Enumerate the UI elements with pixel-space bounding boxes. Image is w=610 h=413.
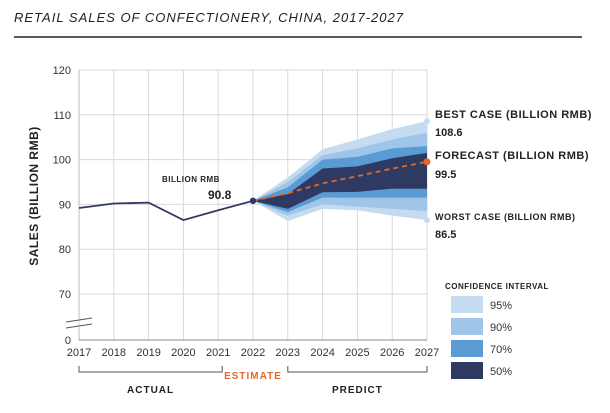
legend-label-95: 95% bbox=[490, 300, 512, 312]
x-tick-labels: 2017 2018 2019 2020 2021 2022 2023 2024 2025 2026… bbox=[67, 347, 439, 359]
legend-label-50: 50% bbox=[490, 366, 512, 378]
series-lines bbox=[78, 118, 431, 224]
period-label-actual: ACTUAL bbox=[127, 385, 174, 396]
x-tick-label: 2019 bbox=[136, 347, 160, 359]
legend-swatch-90 bbox=[451, 318, 483, 335]
x-tick-label: 2020 bbox=[171, 347, 195, 359]
y-tick-label: 90 bbox=[59, 199, 71, 211]
y-tick-label: 100 bbox=[53, 155, 71, 167]
x-tick-label: 2023 bbox=[276, 347, 300, 359]
x-tick-label: 2018 bbox=[102, 347, 126, 359]
annotation-value-2022: 90.8 bbox=[208, 188, 232, 202]
bracket-actual bbox=[78, 366, 223, 373]
y-tick-label: 70 bbox=[59, 289, 71, 301]
series-line-actual bbox=[78, 199, 254, 222]
grid bbox=[78, 69, 428, 341]
confidence-bands bbox=[253, 121, 427, 221]
x-tick-label: 2022 bbox=[241, 347, 265, 359]
annotation-value-forecast: 99.5 bbox=[435, 169, 456, 181]
point-best-case-2027 bbox=[424, 118, 430, 125]
period-label-predict: PREDICT bbox=[332, 385, 383, 396]
annotation-value-worst-case: 86.5 bbox=[435, 229, 456, 241]
legend-label-70: 70% bbox=[490, 344, 512, 356]
y-axis-label: SALES (BILLION RMB) bbox=[27, 126, 41, 266]
annotation-label-2022: BILLION RMB bbox=[162, 175, 220, 184]
chart-title: RETAIL SALES OF CONFECTIONERY, CHINA, 20… bbox=[14, 10, 404, 25]
x-tick-label: 2025 bbox=[345, 347, 369, 359]
period-brackets: ACTUAL ESTIMATE PREDICT bbox=[78, 366, 428, 396]
axis-break-mark bbox=[65, 317, 93, 329]
bracket-predict bbox=[287, 366, 428, 373]
y-tick-label: 120 bbox=[53, 65, 71, 77]
confidence-band-50 bbox=[253, 152, 427, 209]
legend-swatch-95 bbox=[451, 296, 483, 313]
annotation-label-worst-case: WORST CASE (BILLION RMB) bbox=[435, 212, 576, 222]
annotation-value-best-case: 108.6 bbox=[435, 127, 463, 139]
y-tick-label: 0 bbox=[65, 335, 71, 347]
annotation-label-forecast: FORECAST (BILLION RMB) bbox=[435, 150, 589, 162]
point-forecast-2027 bbox=[423, 158, 431, 166]
x-tick-label: 2026 bbox=[380, 347, 404, 359]
point-2022 bbox=[249, 197, 257, 205]
y-tick-labels: 0 70 80 90 100 110 120 bbox=[53, 65, 71, 347]
legend-swatch-50 bbox=[451, 362, 483, 379]
y-tick-label: 110 bbox=[53, 110, 71, 122]
legend-swatch-70 bbox=[451, 340, 483, 357]
y-tick-label: 80 bbox=[59, 244, 71, 256]
annotation-label-best-case: BEST CASE (BILLION RMB) bbox=[435, 109, 592, 121]
y-axis-break bbox=[65, 317, 93, 329]
series-line-forecast bbox=[252, 160, 428, 202]
period-label-estimate: ESTIMATE bbox=[224, 371, 282, 382]
legend-label-90: 90% bbox=[490, 322, 512, 334]
x-tick-label: 2021 bbox=[206, 347, 230, 359]
x-tick-label: 2017 bbox=[67, 347, 91, 359]
legend: CONFIDENCE INTERVAL 95% 90% 70% 50% bbox=[445, 282, 549, 379]
x-tick-label: 2024 bbox=[310, 347, 334, 359]
x-tick-label: 2027 bbox=[415, 347, 439, 359]
legend-title: CONFIDENCE INTERVAL bbox=[445, 282, 549, 291]
point-worst-case-2027 bbox=[424, 217, 430, 224]
annotations: BILLION RMB 90.8 BEST CASE (BILLION RMB) 10… bbox=[162, 109, 592, 241]
